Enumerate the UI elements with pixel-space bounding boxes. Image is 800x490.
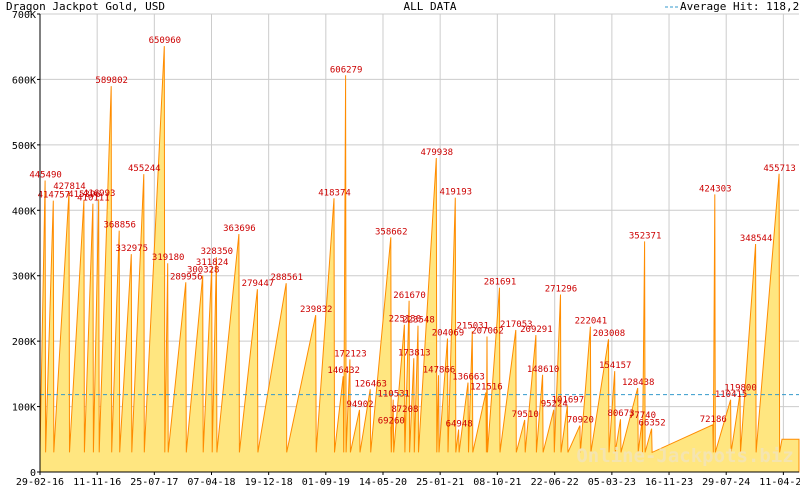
peak-value-label: 222041 (575, 317, 608, 327)
peak-value-label: 79510 (512, 410, 539, 420)
legend-average-label: Average Hit: 118,298 (680, 0, 800, 13)
peak-value-label: 69260 (378, 417, 405, 427)
peak-value-label: 209291 (520, 325, 553, 335)
history-area (39, 46, 800, 473)
peak-value-label: 589802 (95, 76, 128, 86)
peak-value-label: 606279 (330, 65, 363, 75)
peak-value-label: 172123 (334, 349, 367, 359)
peak-value-label: 121516 (470, 382, 503, 392)
x-tick-label: 08-10-21 (473, 477, 521, 488)
x-tick-label: 22-06-22 (531, 477, 579, 488)
peak-value-label: 455713 (763, 164, 796, 174)
peak-value-label: 173813 (398, 348, 431, 358)
peak-value-label: 415396 (68, 190, 101, 200)
peak-value-label: 319180 (152, 253, 185, 263)
peak-value-label: 419193 (440, 188, 473, 198)
x-tick-label: 19-12-18 (245, 477, 293, 488)
chart-subtitle: ALL DATA (404, 0, 457, 13)
peak-value-label: 66352 (639, 419, 666, 429)
peak-value-label: 148610 (527, 365, 560, 375)
peak-value-label: 455244 (128, 164, 161, 174)
x-tick-label: 14-05-20 (359, 477, 407, 488)
y-tick-label: 600K (12, 75, 36, 86)
peak-value-label: 110415 (715, 390, 748, 400)
y-tick-label: 0 (30, 468, 36, 479)
peak-value-label: 147866 (423, 365, 456, 375)
peak-value-label: 416993 (83, 189, 116, 199)
peak-value-label: 204069 (432, 328, 465, 338)
x-tick-label: 25-07-17 (130, 477, 178, 488)
y-tick-label: 700K (12, 10, 36, 21)
peak-value-label: 64948 (446, 420, 473, 430)
peak-value-label: 281691 (484, 278, 517, 288)
x-tick-label: 25-01-21 (416, 477, 464, 488)
peak-value-label: 445490 (29, 171, 62, 181)
x-tick-label: 16-11-23 (645, 477, 693, 488)
peak-value-label: 650960 (149, 36, 182, 46)
peak-value-label: 136663 (452, 373, 485, 383)
history-area-fill (40, 46, 799, 472)
peak-value-label: 311824 (196, 258, 229, 268)
peak-value-label: 261670 (393, 291, 426, 301)
peak-value-label: 332975 (116, 244, 149, 254)
peak-value-label: 95224 (541, 400, 568, 410)
peak-value-label: 300328 (187, 265, 220, 275)
peak-value-label: 119800 (724, 384, 757, 394)
peak-value-label: 126463 (354, 379, 387, 389)
x-tick-label: 11-04-25 (759, 477, 800, 488)
y-tick-label: 200K (12, 337, 36, 348)
peak-value-label: 410111 (77, 194, 110, 204)
peak-value-label: 358662 (375, 227, 408, 237)
chart-title: Dragon Jackpot Gold, USD (6, 0, 165, 13)
peak-value-label: 207062 (471, 327, 504, 337)
peak-value-label: 72186 (700, 415, 727, 425)
peak-value-label: 94902 (346, 400, 373, 410)
peak-value-label: 87208 (391, 405, 418, 415)
peak-value-label: 279447 (242, 279, 275, 289)
peak-value-label: 348544 (740, 234, 773, 244)
peak-value-label: 101697 (552, 395, 585, 405)
peak-value-label: 203008 (593, 329, 626, 339)
peak-value-label: 352371 (629, 231, 662, 241)
x-tick-label: 29-02-16 (16, 477, 64, 488)
x-tick-label: 01-09-19 (302, 477, 350, 488)
peak-value-label: 70920 (567, 416, 594, 426)
peak-value-label: 80673 (607, 409, 634, 419)
y-tick-label: 100K (12, 403, 36, 414)
peak-value-label: 424303 (699, 184, 732, 194)
peak-value-label: 146432 (327, 366, 360, 376)
y-tick-label: 300K (12, 272, 36, 283)
peak-value-label: 414757 (38, 191, 71, 201)
x-tick-label: 29-07-24 (702, 477, 750, 488)
x-tick-label: 05-03-23 (588, 477, 636, 488)
peak-value-label: 418374 (318, 188, 351, 198)
y-tick-label: 500K (12, 141, 36, 152)
peak-value-label: 77740 (629, 411, 656, 421)
peak-value-label: 223548 (402, 316, 435, 326)
peak-value-label: 368856 (103, 221, 136, 231)
axes: 0 100K 200K 300K 400K 500K 600K 700K 29-02-16 11-… (12, 10, 800, 488)
peak-value-label: 328350 (201, 247, 234, 257)
x-tick-label: 07-04-18 (187, 477, 235, 488)
peak-value-label: 128438 (622, 378, 655, 388)
watermark: Online-Jackpots.biz (576, 445, 793, 467)
peak-value-label: 363696 (223, 224, 256, 234)
peak-value-label: 289956 (170, 272, 203, 282)
peak-value-label: 288561 (270, 273, 303, 283)
peak-value-label: 154157 (599, 361, 632, 371)
history-area-line (39, 46, 800, 473)
y-tick-label: 400K (12, 206, 36, 217)
peak-value-label: 215031 (456, 321, 489, 331)
peak-value-label: 427814 (53, 182, 86, 192)
peak-value-label: 225130 (389, 315, 422, 325)
peak-value-label: 479938 (421, 148, 454, 158)
peak-value-label: 217053 (500, 320, 533, 330)
x-tick-label: 11-11-16 (73, 477, 121, 488)
peak-value-label: 110531 (377, 390, 410, 400)
peak-value-label: 239832 (300, 305, 333, 315)
peak-value-label: 271296 (545, 284, 578, 294)
